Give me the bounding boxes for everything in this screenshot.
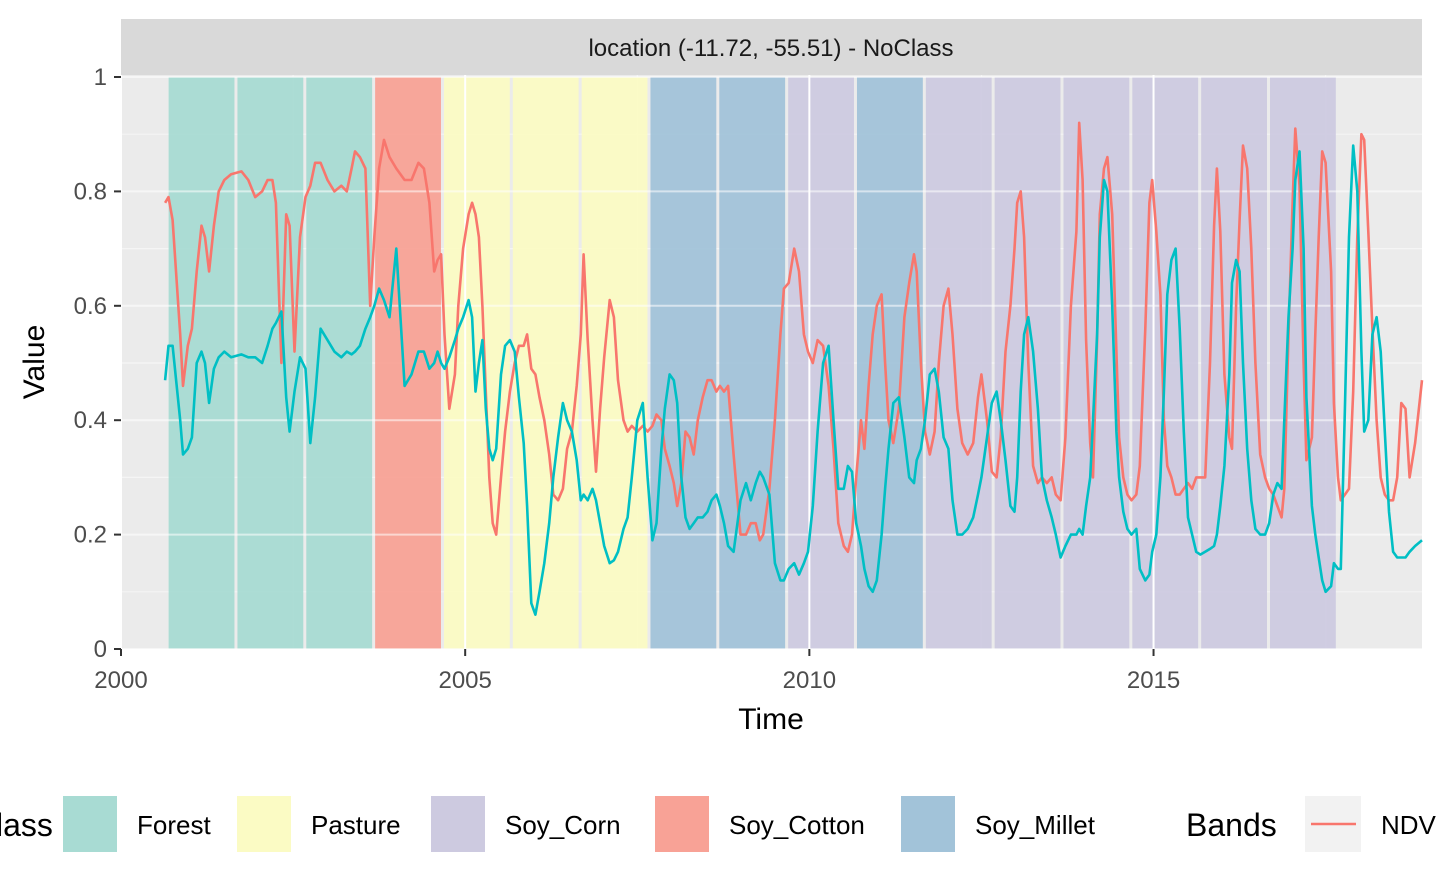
legend-label-forest: Forest [137,810,211,840]
y-tick-label: 0.2 [74,522,107,549]
x-axis-title: Time [738,703,804,736]
legend-band-items: NDV [1305,796,1437,852]
legend-key-soy_corn [431,796,485,852]
class-bands [168,77,1336,649]
class-band-forest [237,77,304,649]
x-axis: 2000 2005 2010 2015 [94,649,1180,694]
y-tick-label: 0.8 [74,178,107,205]
legend-key-forest [63,796,117,852]
class-band-soy_cotton [375,77,441,649]
major-grid [120,75,1422,650]
y-tick-label: 1 [94,64,107,91]
x-tick-label: 2005 [438,667,491,694]
series-lines [163,121,1424,616]
legend-key-soy_millet [901,796,955,852]
class-band-forest [168,77,235,649]
y-tick-label: 0 [94,636,107,663]
class-band-soy_corn [925,77,992,649]
x-tick-label: 2010 [783,667,836,694]
legend-class-items: Forest Pasture Soy_Corn Soy_Cotton Soy_Mille… [63,796,1096,852]
facet-strip [121,19,1422,75]
y-tick-label: 0.6 [74,293,107,320]
class-band-soy_millet [650,77,717,649]
facet-title: location (-11.72, -55.51) - NoClass [588,35,953,62]
legend-key-soy_cotton [655,796,709,852]
legend-band-label: NDV [1381,810,1437,840]
y-tick-label: 0.4 [74,407,107,434]
class-band-soy_millet [856,77,923,649]
legend-class-title: lass [0,807,53,843]
series-line-ndvi [163,121,1424,554]
legend-label-soy_corn: Soy_Corn [505,810,621,840]
legend-label-soy_millet: Soy_Millet [975,810,1096,840]
class-band-soy_corn [788,77,854,649]
legend-label-soy_cotton: Soy_Cotton [729,810,865,840]
series-line-unlabeled-1 [163,144,1423,616]
x-tick-label: 2015 [1127,667,1180,694]
class-band-pasture [512,77,579,649]
y-axis-title: Value [18,325,51,400]
legend-label-pasture: Pasture [311,810,401,840]
class-band-pasture [581,77,648,649]
legend-key-pasture [237,796,291,852]
legend-bands-title: Bands [1186,807,1277,843]
legend: lass Forest Pasture Soy_Corn Soy_Cotton Soy_… [0,796,1437,852]
x-tick-label: 2000 [94,667,147,694]
class-band-pasture [443,77,510,649]
y-axis: 0 0.2 0.4 0.6 0.8 1 [74,64,121,663]
